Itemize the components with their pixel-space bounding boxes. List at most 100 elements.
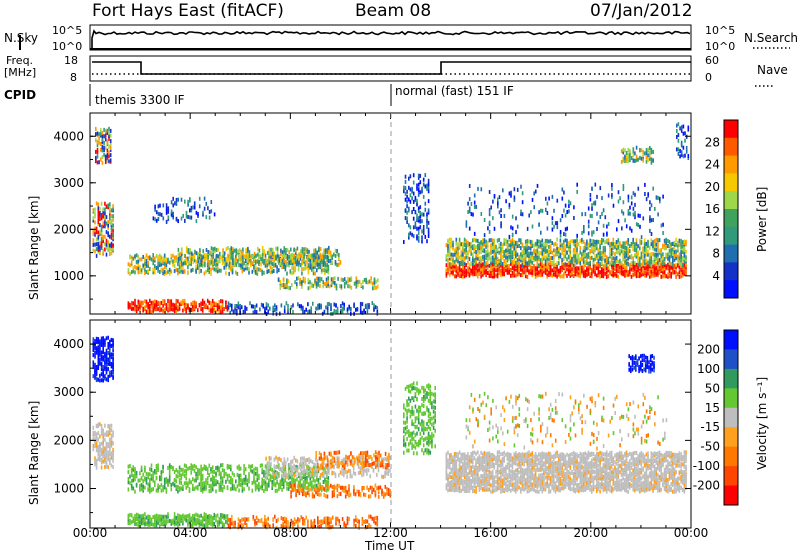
range-gate-cell (103, 134, 105, 139)
range-gate-cell (308, 249, 310, 254)
range-gate-cell (323, 254, 325, 259)
range-gate-cell (288, 260, 290, 265)
range-gate-cell (193, 201, 196, 206)
range-gate-cell (406, 189, 408, 194)
range-gate-cell (296, 284, 298, 289)
range-gate-cell (105, 377, 108, 382)
range-gate-cell (316, 471, 318, 476)
range-gate-cell (139, 471, 141, 476)
range-gate-cell (577, 273, 580, 278)
range-gate-cell (278, 482, 280, 487)
range-gate-cell (324, 248, 327, 253)
range-gate-cell (455, 274, 458, 279)
range-gate-cell (235, 248, 238, 253)
range-gate-cell (637, 253, 639, 258)
range-gate-cell (604, 266, 606, 271)
range-gate-cell (222, 251, 224, 256)
range-gate-cell (208, 210, 211, 214)
range-gate-cell (280, 303, 283, 308)
range-gate-cell (500, 254, 502, 259)
range-gate-cell (412, 225, 415, 230)
range-gate-cell (281, 260, 283, 265)
range-gate-cell (632, 268, 634, 273)
range-gate-cell (482, 238, 484, 243)
range-gate-cell (259, 485, 262, 490)
range-gate-cell (556, 225, 559, 230)
range-gate-cell (324, 261, 326, 266)
range-gate-cell (293, 260, 295, 265)
range-gate-cell (376, 308, 379, 313)
range-gate-cell (238, 253, 241, 258)
cpid-mode-2: normal (fast) 151 IF (395, 84, 514, 98)
range-gate-cell (447, 243, 449, 248)
range-gate-cell (630, 228, 633, 233)
range-gate-cell (129, 481, 131, 486)
range-gate-cell (271, 486, 273, 490)
range-gate-cell (97, 213, 100, 218)
range-gate-cell (682, 145, 685, 150)
range-gate-cell (662, 252, 664, 257)
range-gate-cell (104, 129, 107, 134)
range-gate-cell (314, 258, 316, 263)
range-gate-cell (650, 150, 653, 155)
range-gate-cell (279, 286, 282, 290)
range-gate-cell (210, 267, 212, 272)
range-gate-cell (683, 266, 686, 271)
range-gate-cell (587, 206, 590, 211)
range-gate-cell (491, 274, 494, 279)
range-gate-cell (130, 483, 133, 488)
range-gate-cell (109, 139, 112, 144)
range-gate-cell (421, 189, 423, 194)
range-gate-cell (97, 241, 100, 246)
range-gate-cell (286, 256, 289, 261)
range-gate-cell (215, 247, 218, 252)
range-gate-cell (372, 281, 374, 286)
range-gate-cell (227, 253, 229, 258)
range-gate-cell (205, 484, 207, 489)
range-gate-cell (520, 209, 522, 214)
range-gate-cell (200, 307, 202, 312)
range-gate-cell (615, 264, 618, 268)
range-gate-cell (662, 194, 664, 199)
range-gate-cell (177, 271, 179, 276)
range-gate-cell (241, 255, 244, 259)
range-gate-cell (617, 264, 620, 269)
range-gate-cell (632, 240, 634, 245)
range-gate-cell (283, 305, 286, 310)
range-gate-cell (648, 274, 651, 279)
range-gate-cell (648, 245, 651, 250)
range-gate-cell (417, 175, 420, 180)
range-gate-cell (422, 182, 425, 187)
range-gate-cell (155, 470, 158, 475)
range-gate-cell (310, 282, 313, 287)
range-gate-cell (263, 489, 265, 493)
range-gate-cell (462, 252, 464, 257)
range-gate-cell (529, 264, 532, 269)
range-gate-cell (109, 373, 111, 378)
range-gate-cell (634, 202, 636, 207)
range-gate-cell (650, 256, 653, 260)
range-gate-cell (95, 462, 98, 466)
range-gate-cell (579, 263, 582, 268)
range-gate-cell (539, 258, 542, 263)
range-gate-cell (403, 188, 405, 193)
range-gate-cell (318, 258, 320, 263)
range-gate-cell (283, 457, 286, 462)
range-gate-cell (200, 304, 202, 309)
range-gate-cell (254, 309, 256, 314)
range-gate-cell (285, 254, 287, 259)
range-gate-cell (627, 209, 630, 214)
range-gate-cell (624, 154, 626, 159)
range-gate-cell (599, 264, 601, 269)
range-gate-cell (655, 252, 658, 257)
range-gate-cell (104, 446, 106, 451)
range-gate-cell (511, 261, 514, 266)
range-gate-cell (495, 259, 497, 264)
range-gate-cell (684, 138, 686, 143)
range-gate-cell (650, 232, 653, 236)
range-gate-cell (245, 251, 247, 256)
range-gate-cell (543, 247, 545, 252)
range-gate-cell (231, 471, 234, 476)
range-gate-cell (427, 199, 430, 204)
